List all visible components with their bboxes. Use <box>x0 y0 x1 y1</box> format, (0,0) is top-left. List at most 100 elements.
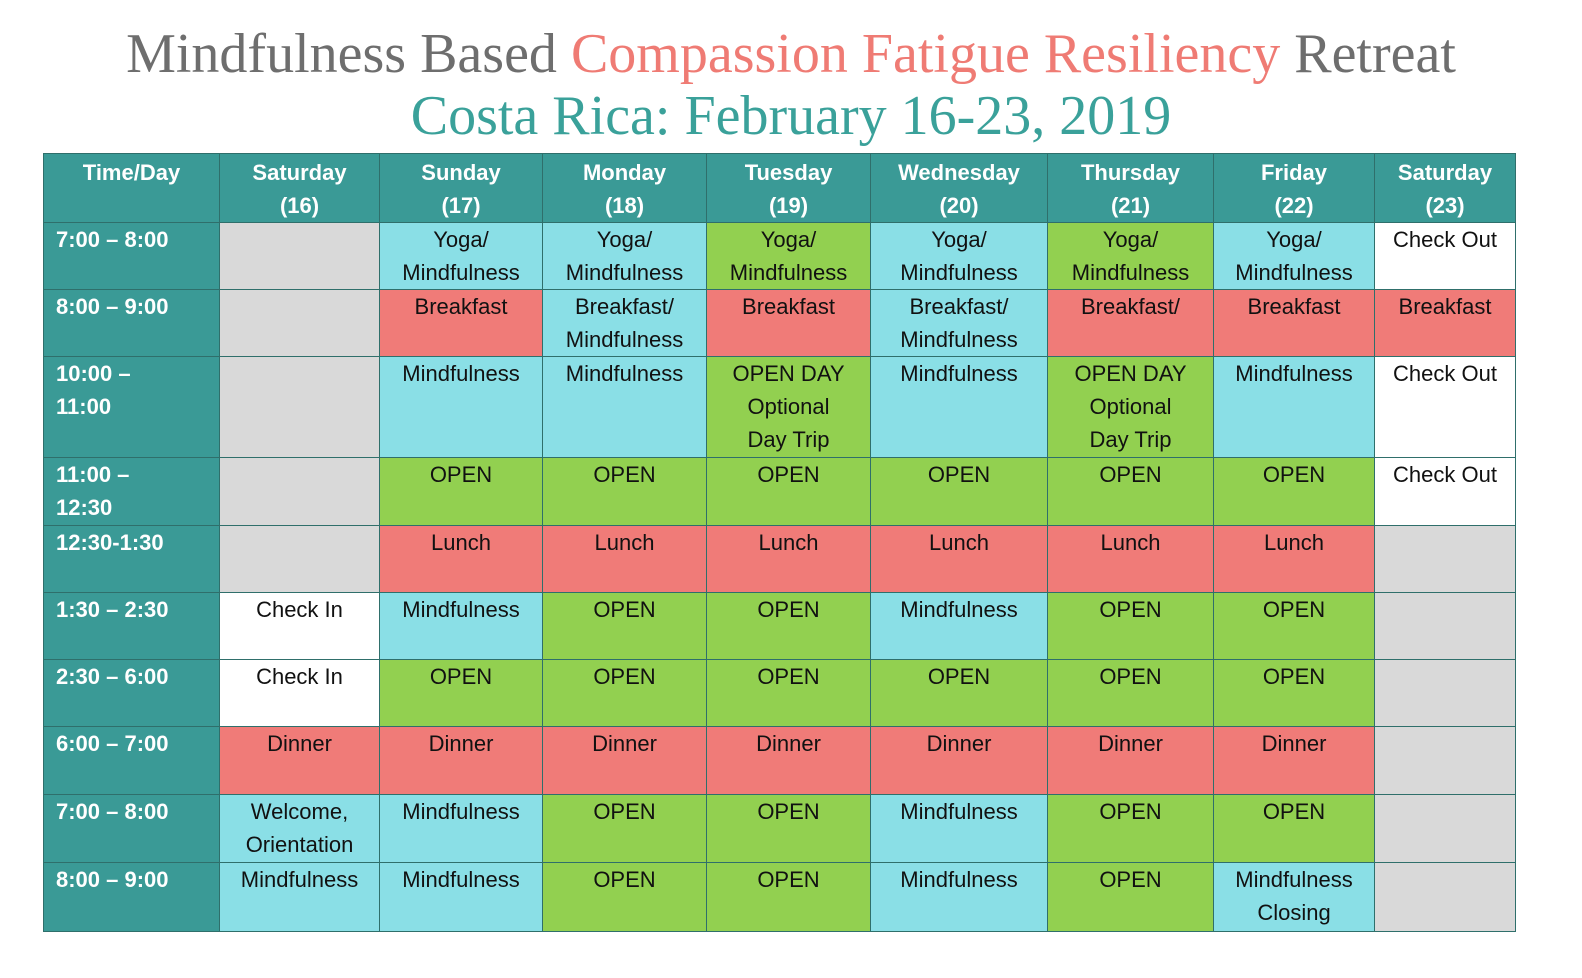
activity-cell <box>219 457 380 526</box>
time-slot-label: 12:30 <box>56 495 113 520</box>
time-slot-cell: 10:00 – 11:00 <box>43 356 220 458</box>
activity-label: Check Out <box>1393 361 1497 386</box>
activity-cell: Breakfast <box>1213 289 1375 357</box>
activity-cell: Dinner <box>379 726 543 795</box>
activity-label: Mindfulness <box>402 361 520 386</box>
time-slot-cell: 6:00 – 7:00 <box>43 726 220 795</box>
activity-cell <box>1374 592 1516 660</box>
activity-label: Mindfulness <box>240 867 359 892</box>
header-day: Monday (18) <box>542 153 707 223</box>
activity-label: Mindfulness <box>900 260 1018 285</box>
activity-label: Lunch <box>594 530 655 555</box>
activity-label: Yoga/ <box>596 227 653 252</box>
time-slot-cell: 8:00 – 9:00 <box>43 289 220 357</box>
header-day: Tuesday (19) <box>706 153 871 223</box>
activity-cell: Breakfast <box>1374 289 1516 357</box>
header-label: Friday <box>1260 160 1328 185</box>
activity-cell: OPEN <box>1047 659 1214 727</box>
activity-label: OPEN <box>1262 664 1326 689</box>
activity-label: Breakfast/ <box>909 294 1009 319</box>
time-slot-label: 7:00 – 8:00 <box>56 227 169 252</box>
activity-label: Mindfulness <box>1235 867 1353 892</box>
activity-cell: Lunch <box>542 525 707 593</box>
activity-label: OPEN DAY <box>1074 361 1187 386</box>
activity-label: Mindfulness <box>1235 260 1353 285</box>
time-slot-label: 1:30 – 2:30 <box>56 597 169 622</box>
activity-label: Lunch <box>929 530 989 555</box>
activity-cell: Yoga/Mindfulness <box>706 222 871 290</box>
activity-label: Lunch <box>431 530 491 555</box>
activity-cell: Mindfulness <box>870 356 1048 458</box>
activity-label: Optional <box>1089 394 1172 419</box>
activity-cell: OPEN <box>706 659 871 727</box>
activity-label: OPEN <box>757 597 820 622</box>
activity-label: OPEN <box>1099 664 1162 689</box>
activity-cell: OPEN <box>379 457 543 526</box>
activity-label: Breakfast <box>1398 294 1492 319</box>
activity-cell: Yoga/Mindfulness <box>1213 222 1375 290</box>
header-day: Saturday (16) <box>219 153 380 223</box>
activity-cell <box>219 289 380 357</box>
activity-label: Mindfulness <box>900 327 1018 352</box>
header-label: (16) <box>279 193 320 218</box>
table-row: 6:00 – 7:00 Dinner Dinner Dinner Dinner Dinne… <box>43 726 1516 795</box>
activity-cell: Check In <box>219 659 380 727</box>
time-slot-label: 12:30-1:30 <box>56 530 164 555</box>
header-label: (23) <box>1425 193 1465 218</box>
table-row: 7:00 – 8:00 Yoga/Mindfulness Yoga/Mindfuln… <box>43 222 1516 290</box>
activity-label: Dinner <box>428 731 494 756</box>
activity-cell: Lunch <box>1047 525 1214 593</box>
time-slot-cell: 7:00 – 8:00 <box>43 222 220 290</box>
activity-label: Mindfulness <box>1071 260 1190 285</box>
header-label: Time/Day <box>82 160 181 185</box>
activity-cell: OPEN DAY Optional Day Trip <box>706 356 871 458</box>
header-row: Time/Day Saturday (16) Sunday (17) Monday (18)… <box>43 153 1516 223</box>
time-slot-cell: 7:00 – 8:00 <box>43 794 220 863</box>
time-slot-label: 6:00 – 7:00 <box>56 731 169 756</box>
activity-cell: Breakfast <box>706 289 871 357</box>
header-label: Monday <box>582 160 667 185</box>
time-slot-cell: 12:30-1:30 <box>43 525 220 593</box>
page-subtitle: Costa Rica: February 16-23, 2019 <box>410 85 1172 147</box>
activity-cell: Mindfulness <box>379 862 543 932</box>
activity-label: OPEN <box>1099 799 1162 824</box>
activity-label: Mindfulness <box>1235 361 1353 386</box>
activity-cell: OPEN <box>706 457 871 526</box>
activity-cell: OPEN <box>542 794 707 863</box>
activity-label: Breakfast/ <box>1080 294 1181 319</box>
activity-cell: OPEN <box>1213 659 1375 727</box>
activity-label: Orientation <box>245 832 354 857</box>
activity-label: OPEN <box>1262 799 1326 824</box>
activity-cell: Yoga/Mindfulness <box>870 222 1048 290</box>
activity-label: OPEN <box>429 462 493 487</box>
activity-label: Yoga/ <box>1266 227 1322 252</box>
activity-cell <box>219 222 380 290</box>
activity-cell: Dinner <box>706 726 871 795</box>
header-label: Saturday <box>1397 160 1493 185</box>
activity-label: Dinner <box>267 731 332 756</box>
activity-label: OPEN <box>757 867 820 892</box>
header-day: Wednesday (20) <box>870 153 1048 223</box>
activity-label: Dinner <box>1098 731 1163 756</box>
header-label: Sunday <box>421 160 501 185</box>
activity-label: Mindfulness <box>402 597 520 622</box>
activity-label: Mindfulness <box>402 867 520 892</box>
time-slot-cell: 1:30 – 2:30 <box>43 592 220 660</box>
activity-label: Yoga/ <box>433 227 489 252</box>
activity-cell: Mindfulness <box>542 356 707 458</box>
activity-cell: OPEN <box>1213 794 1375 863</box>
activity-cell: OPEN <box>706 592 871 660</box>
activity-cell: Dinner <box>542 726 707 795</box>
activity-cell: Mindfulness <box>870 862 1048 932</box>
activity-cell: Lunch <box>870 525 1048 593</box>
activity-label: Check Out <box>1393 462 1497 487</box>
header-label: (17) <box>441 193 481 218</box>
activity-cell: Check Out <box>1374 457 1516 526</box>
header-day: Saturday (23) <box>1374 153 1516 223</box>
activity-cell: OPEN <box>1047 794 1214 863</box>
activity-cell: OPEN <box>1047 592 1214 660</box>
table-row: 2:30 – 6:00 Check In OPEN OPEN OPEN OPEN OPEN O… <box>43 659 1516 727</box>
header-label: (18) <box>604 193 645 218</box>
activity-label: Dinner <box>592 731 657 756</box>
activity-label: OPEN <box>1099 597 1162 622</box>
